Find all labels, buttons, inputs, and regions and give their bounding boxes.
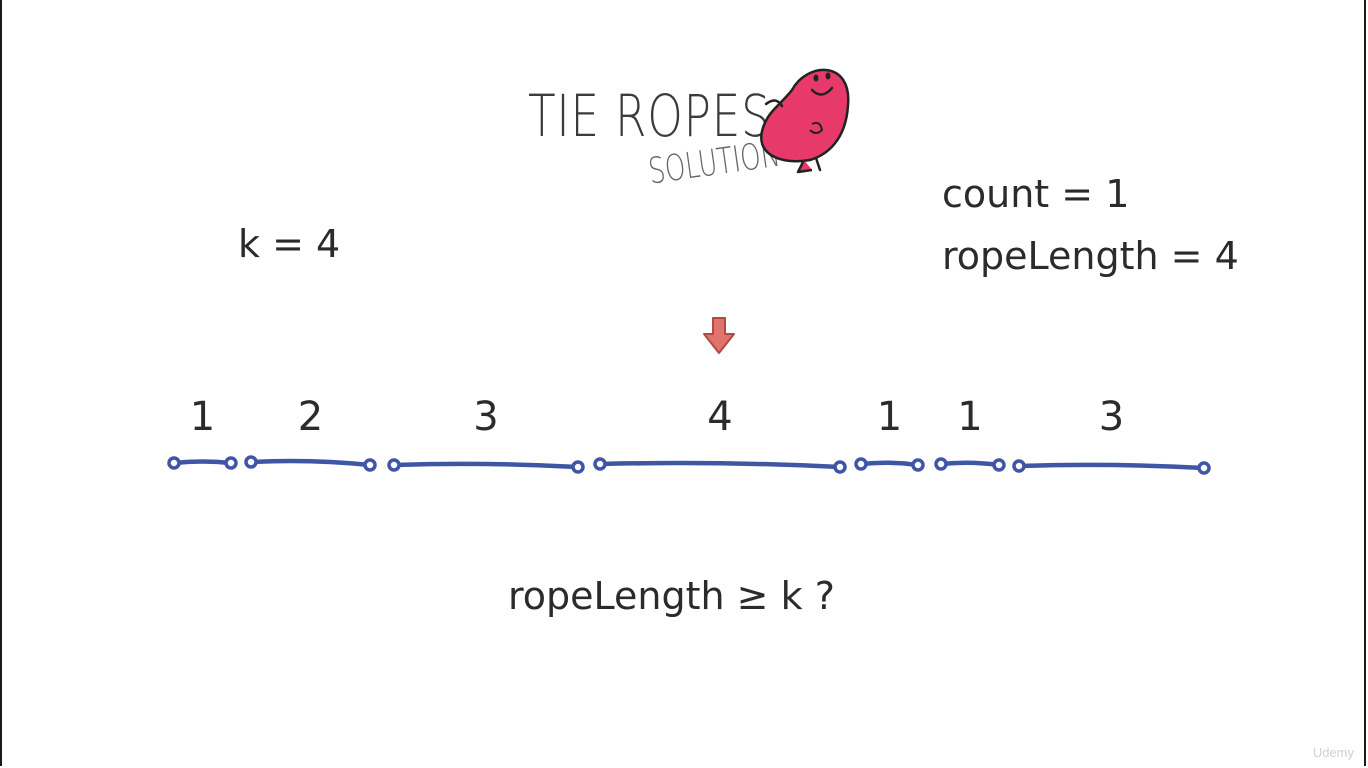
rope-end-knot	[1012, 459, 1026, 473]
rope-segment: 3	[1012, 394, 1211, 475]
rope-end-knot	[934, 457, 948, 471]
rope-end-knot	[571, 460, 585, 474]
rope-end-knot	[363, 458, 377, 472]
rope-segment: 1	[934, 394, 1006, 472]
rope-end-knot	[992, 458, 1006, 472]
rope-segment: 2	[244, 394, 377, 472]
rope-length-label: 1	[877, 394, 902, 440]
rope-line	[171, 459, 234, 466]
rope-segment: 4	[593, 394, 847, 474]
rope-length-label: 2	[298, 394, 323, 440]
rope-segment: 1	[167, 394, 238, 470]
rope-length-label: 3	[1099, 394, 1124, 440]
rope-end-knot	[593, 457, 607, 471]
rope-segment: 1	[854, 394, 925, 472]
rope-length-label: 4	[707, 394, 732, 440]
rope-end-knot	[854, 457, 868, 471]
mascot-illustration	[760, 68, 850, 174]
rope-end-knot	[833, 460, 847, 474]
rope-length-variable: ropeLength = 4	[942, 234, 1239, 278]
rope-end-knot	[244, 455, 258, 469]
rope-line	[248, 458, 373, 468]
k-variable: k = 4	[238, 222, 341, 266]
count-variable: count = 1	[942, 172, 1130, 216]
slide-title: TIE ROPES	[528, 82, 771, 150]
rope-line	[1016, 462, 1207, 471]
rope-end-knot	[224, 456, 238, 470]
rope-end-knot	[1197, 461, 1211, 475]
down-arrow-icon	[703, 317, 735, 354]
rope-line	[597, 460, 843, 470]
rope-length-label: 1	[190, 394, 215, 440]
rope-line	[858, 460, 921, 468]
condition-question: ropeLength ≥ k ?	[508, 574, 835, 618]
udemy-watermark: Udemy	[1312, 745, 1354, 760]
rope-length-label: 3	[473, 394, 498, 440]
rope-end-knot	[167, 456, 181, 470]
rope-end-knot	[387, 458, 401, 472]
rope-length-label: 1	[957, 394, 982, 440]
rope-line	[938, 460, 1002, 468]
rope-end-knot	[911, 458, 925, 472]
rope-segment: 3	[387, 394, 585, 474]
rope-line	[391, 461, 581, 470]
